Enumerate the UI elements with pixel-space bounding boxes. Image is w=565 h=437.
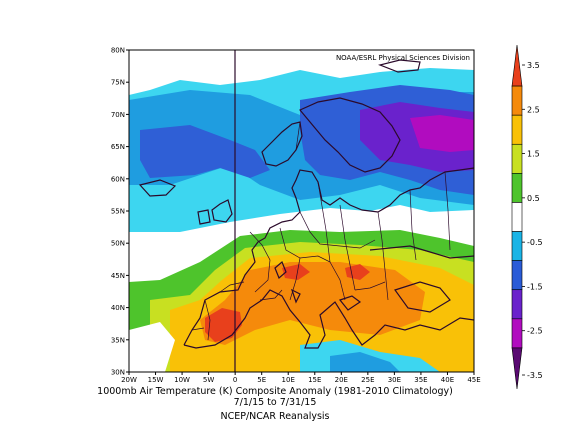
colorbar-label: -0.5 <box>527 238 543 247</box>
lat-tick-label: 55N <box>111 208 125 216</box>
caption-line-2: 7/1/15 to 7/31/15 <box>233 397 317 408</box>
colorbar-swatch <box>511 44 523 87</box>
lon-tick-label: 10E <box>282 376 295 384</box>
coastlines <box>138 59 474 349</box>
warm-anomaly-red-central <box>282 264 310 280</box>
lat-tick-label: 75N <box>111 79 125 87</box>
colorbar-label: 0.5 <box>527 194 540 203</box>
lon-tick-label: 20E <box>335 376 348 384</box>
map-plot-area <box>129 50 474 372</box>
lon-tick-label: 5W <box>203 376 214 384</box>
cool-anomaly-arctic-white <box>129 50 474 95</box>
colorbar-swatch <box>511 202 523 232</box>
colorbar-label: 2.5 <box>527 105 540 114</box>
warm-anomaly-red-balkans <box>345 264 370 280</box>
caption-line-3: NCEP/NCAR Reanalysis <box>220 411 330 422</box>
lon-tick-label: 10W <box>174 376 190 384</box>
colorbar-label: -2.5 <box>527 327 543 336</box>
cool-anomaly-south-blue <box>330 352 400 372</box>
colorbar-swatch <box>511 143 523 174</box>
lon-tick-label: 45E <box>467 376 480 384</box>
lat-tick-label: 80N <box>111 47 125 55</box>
warm-anomaly-orange <box>200 262 425 345</box>
lon-tick-label: 30E <box>388 376 401 384</box>
lat-tick-label: 65N <box>111 143 125 151</box>
longitude-axis: 20W 15W 10W 5W 0 5E 10E 15E 20E 25E 30E 35E 40E 45E <box>121 372 481 384</box>
lon-tick-label: 35E <box>414 376 427 384</box>
lon-tick-label: 20W <box>121 376 137 384</box>
lon-tick-label: 15E <box>308 376 321 384</box>
colorbar-label: -3.5 <box>527 371 543 380</box>
lat-tick-label: 30N <box>111 369 125 377</box>
lon-tick-label: 0 <box>233 376 237 384</box>
lat-tick-label: 50N <box>111 240 125 248</box>
lat-tick-label: 70N <box>111 111 125 119</box>
lon-tick-label: 15W <box>148 376 164 384</box>
colorbar-swatch <box>511 260 523 291</box>
colorbar-swatch <box>511 231 523 261</box>
colorbar-label: 1.5 <box>527 150 540 159</box>
cool-anomaly-magenta <box>410 115 474 152</box>
colorbar-label: 3.5 <box>527 61 540 70</box>
colorbar-swatch <box>511 173 523 203</box>
colorbar-label: -1.5 <box>527 282 543 291</box>
lat-tick-label: 45N <box>111 272 125 280</box>
credit-text: NOAA/ESRL Physical Sciences Division <box>336 54 470 62</box>
country-borders <box>191 121 451 341</box>
colorbar-swatch <box>511 114 523 145</box>
lat-tick-label: 40N <box>111 304 125 312</box>
colorbar-swatch <box>511 85 523 116</box>
cool-anomaly-south-white <box>129 322 175 372</box>
lon-tick-label: 5E <box>257 376 266 384</box>
caption-line-1: 1000mb Air Temperature (K) Composite Ano… <box>97 386 453 397</box>
lat-tick-label: 35N <box>111 336 125 344</box>
lon-tick-label: 40E <box>441 376 454 384</box>
colorbar-swatch <box>511 318 523 349</box>
cool-anomaly-deep-blue <box>140 125 270 178</box>
colorbar-swatch <box>511 289 523 320</box>
lon-tick-label: 25E <box>361 376 374 384</box>
colorbar-swatch <box>511 347 523 390</box>
latitude-axis: 80N 75N 70N 65N 60N 55N 50N 45N 40N 35N 30N <box>111 47 129 377</box>
colorbar: 3.5 2.5 1.5 0.5 -0.5 -1.5 -2.5 -3.5 <box>511 44 543 390</box>
lat-tick-label: 60N <box>111 175 125 183</box>
